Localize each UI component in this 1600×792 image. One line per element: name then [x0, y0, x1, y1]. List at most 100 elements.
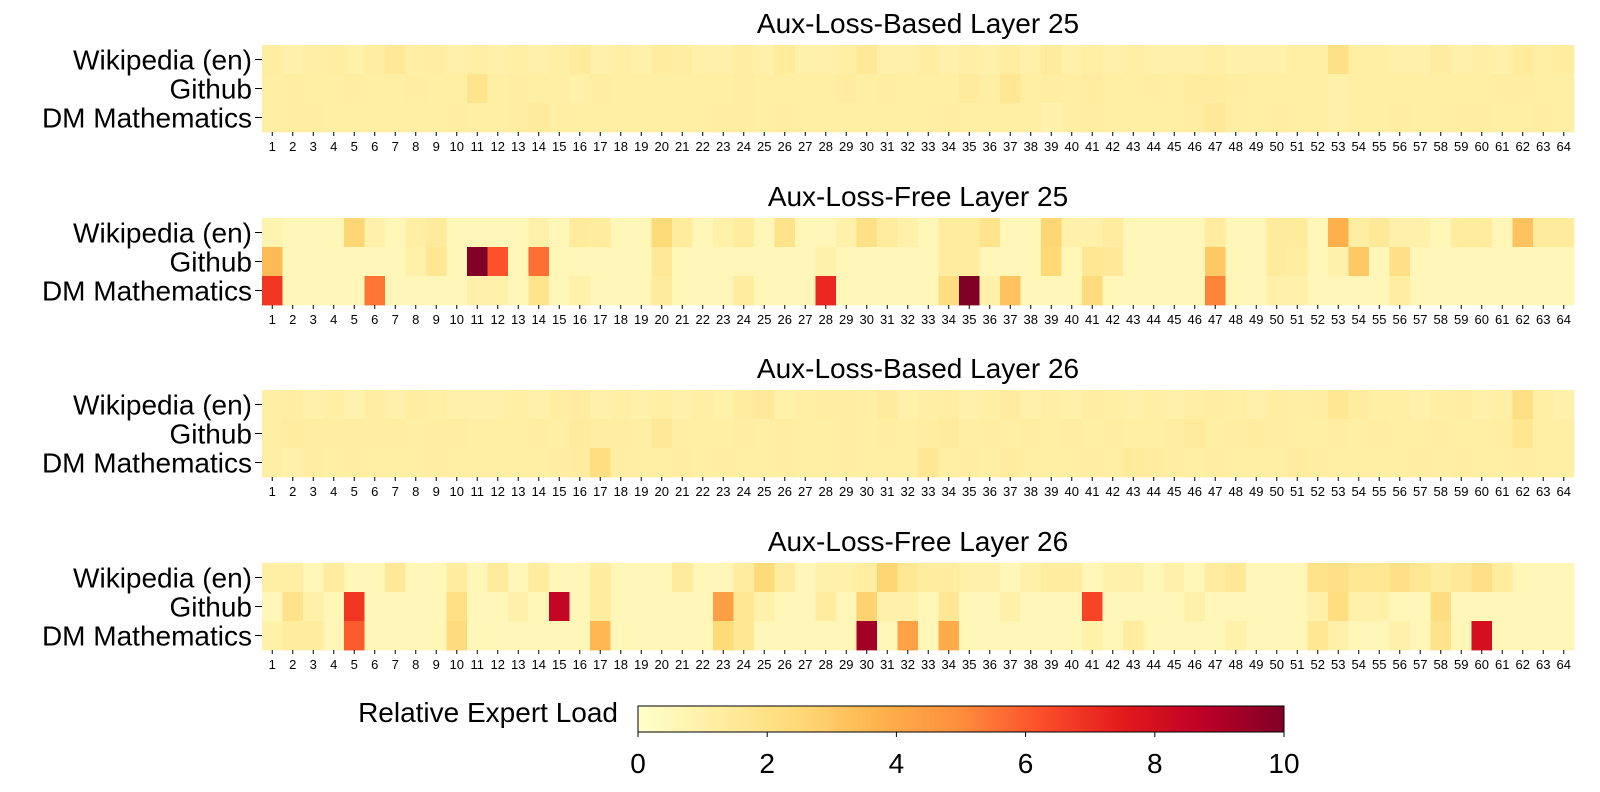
heatmap-cell — [979, 621, 1001, 651]
heatmap-cell — [385, 592, 406, 622]
heatmap-cell — [262, 592, 283, 622]
x-tick-label: 18 — [614, 139, 628, 154]
x-tick-label: 53 — [1331, 312, 1345, 327]
heatmap-cell — [979, 45, 1001, 75]
heatmap-cell — [754, 103, 775, 133]
heatmap-cell — [1430, 74, 1452, 104]
heatmap-cell — [1041, 103, 1062, 133]
x-tick-label: 37 — [1003, 312, 1017, 327]
heatmap-cell — [1533, 419, 1554, 449]
x-tick-label: 13 — [511, 484, 525, 499]
heatmap-cell — [1369, 621, 1390, 651]
x-tick-label: 32 — [901, 484, 915, 499]
heatmap-cell — [344, 103, 365, 133]
heatmap-cell — [426, 419, 447, 449]
heatmap-cell — [262, 448, 283, 478]
heatmap-cell — [631, 621, 652, 651]
heatmap-cell — [1328, 592, 1349, 622]
heatmap-cell — [528, 218, 550, 248]
heatmap-cell — [918, 592, 939, 622]
x-tick-label: 27 — [798, 657, 812, 672]
heatmap-cell — [405, 247, 427, 277]
heatmap-cell — [303, 419, 324, 449]
x-tick-label: 35 — [962, 657, 976, 672]
x-tick-label: 63 — [1536, 657, 1550, 672]
heatmap-cell — [733, 74, 755, 104]
heatmap-cell — [1369, 563, 1390, 593]
heatmap-cell — [1287, 74, 1308, 104]
heatmap-cell — [1287, 592, 1308, 622]
heatmap-cell — [1533, 103, 1554, 133]
heatmap-cell — [877, 563, 898, 593]
heatmap-cell — [979, 419, 1001, 449]
heatmap-cell — [262, 247, 283, 277]
heatmap-cell — [1123, 419, 1144, 449]
heatmap-cell — [959, 103, 980, 133]
heatmap-cell — [713, 448, 734, 478]
heatmap-cell — [774, 563, 796, 593]
heatmap-cell — [426, 276, 447, 306]
heatmap-cell — [344, 419, 365, 449]
heatmap-cell — [1287, 103, 1308, 133]
heatmap-cell — [446, 390, 468, 420]
heatmap-cell — [692, 276, 714, 306]
x-tick-label: 56 — [1393, 657, 1407, 672]
x-tick-label: 37 — [1003, 484, 1017, 499]
heatmap-cell — [1553, 563, 1575, 593]
x-tick-label: 40 — [1065, 484, 1079, 499]
heatmap-cell — [959, 592, 980, 622]
heatmap-cell — [1225, 563, 1247, 593]
heatmap-cell — [323, 103, 345, 133]
heatmap-cell — [631, 247, 652, 277]
x-tick-label: 42 — [1106, 484, 1120, 499]
heatmap-cell — [385, 390, 406, 420]
x-tick-label: 49 — [1249, 484, 1263, 499]
y-tick-label: DM Mathematics — [42, 448, 252, 479]
x-tick-label: 1 — [269, 484, 276, 499]
x-tick-label: 60 — [1475, 657, 1489, 672]
heatmap-cell — [918, 74, 939, 104]
x-tick-label: 19 — [634, 657, 648, 672]
x-tick-label: 48 — [1229, 484, 1243, 499]
x-tick-label: 32 — [901, 657, 915, 672]
heatmap-cell — [262, 563, 283, 593]
heatmap-cell — [815, 448, 837, 478]
heatmap-cell — [446, 419, 468, 449]
heatmap-cell — [1266, 45, 1288, 75]
x-tick-label: 62 — [1516, 484, 1530, 499]
heatmap-cell — [1410, 218, 1431, 248]
heatmap-cell — [1205, 74, 1226, 104]
heatmap-cell — [1000, 563, 1021, 593]
x-tick-label: 33 — [921, 657, 935, 672]
heatmap-cell — [918, 103, 939, 133]
x-tick-label: 26 — [778, 139, 792, 154]
x-tick-label: 5 — [351, 139, 358, 154]
x-tick-label: 51 — [1290, 312, 1304, 327]
y-tick-label: Wikipedia (en) — [73, 390, 252, 421]
heatmap-cell — [1082, 621, 1103, 651]
x-tick-label: 48 — [1229, 312, 1243, 327]
heatmap-cell — [938, 276, 960, 306]
heatmap-cell — [590, 448, 611, 478]
heatmap-cell — [1041, 448, 1062, 478]
x-tick-label: 26 — [778, 484, 792, 499]
heatmap-cell — [897, 419, 919, 449]
y-tick-label: Wikipedia (en) — [73, 45, 252, 76]
heatmap-cell — [1266, 448, 1288, 478]
x-tick-label: 22 — [696, 484, 710, 499]
heatmap-cell — [1164, 103, 1185, 133]
heatmap-cell — [1287, 621, 1308, 651]
heatmap-cell — [385, 621, 406, 651]
heatmap-cell — [1307, 592, 1329, 622]
heatmap-cell — [1348, 103, 1370, 133]
heatmap-cell — [1430, 103, 1452, 133]
heatmap-cell — [446, 621, 468, 651]
heatmap-cell — [815, 103, 837, 133]
heatmap-cell — [1287, 448, 1308, 478]
heatmap-cell — [877, 103, 898, 133]
heatmap-cell — [877, 74, 898, 104]
heatmap-cell — [1512, 419, 1534, 449]
x-tick-label: 30 — [860, 312, 874, 327]
heatmap-cell — [344, 74, 365, 104]
